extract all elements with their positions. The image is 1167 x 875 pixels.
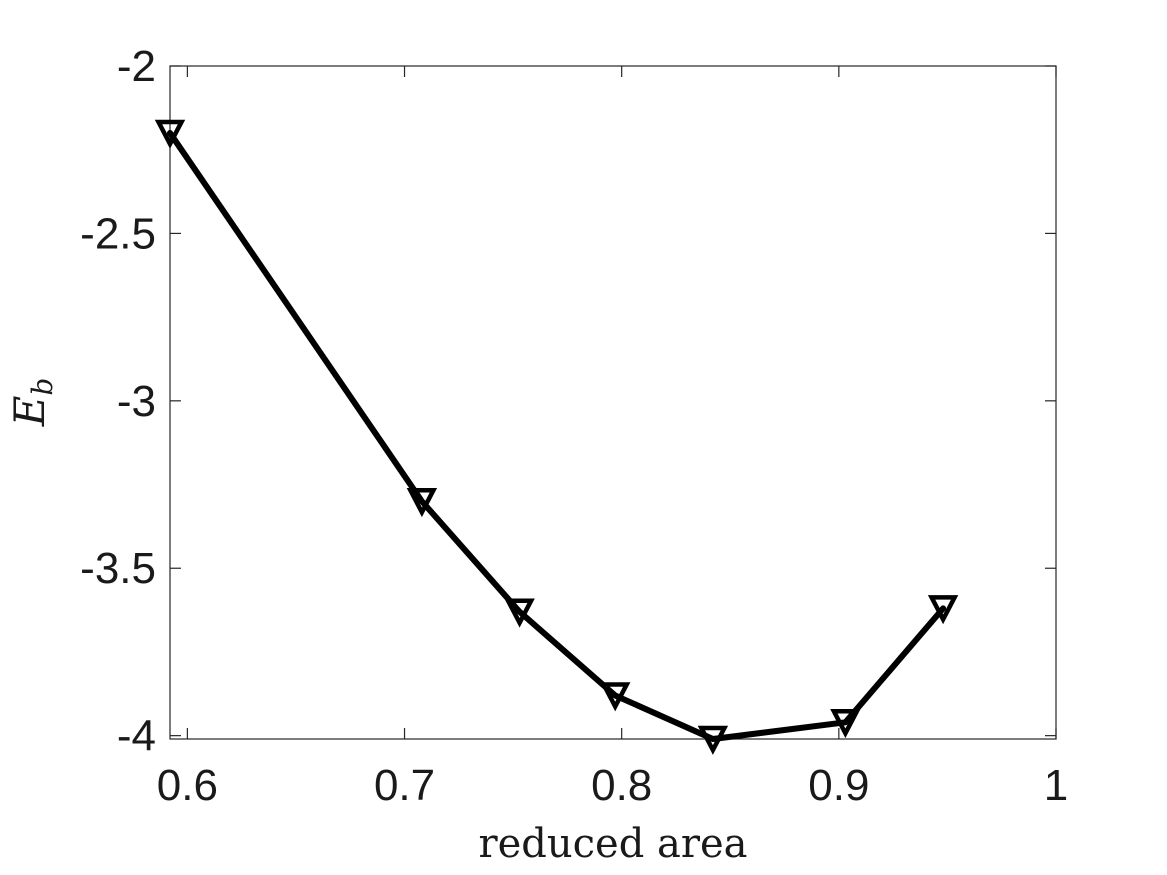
y-tick-label: -3 xyxy=(117,377,156,426)
data-point-marker xyxy=(406,488,438,518)
x-tick-label: 0.9 xyxy=(808,761,869,810)
x-tick-label: 0.8 xyxy=(591,761,652,810)
axis-tick-labels: 0.6 0.7 0.8 0.9 1 -2 -2.5 -3 -3.5 -4 xyxy=(80,42,1068,810)
data-point-marker xyxy=(599,682,631,712)
y-tick-label: -2.5 xyxy=(80,209,156,258)
data-point-marker xyxy=(154,119,186,149)
x-tick-label: 0.6 xyxy=(157,761,218,810)
y-axis-title: Eb xyxy=(5,378,59,428)
y-tick-label: -3.5 xyxy=(80,544,156,593)
data-point-marker xyxy=(830,709,861,739)
data-point-marker xyxy=(504,598,535,628)
data-point-marker xyxy=(697,725,729,755)
axis-ticks xyxy=(170,65,1057,739)
x-axis-title: reduced area xyxy=(478,821,747,867)
y-axis-title-main: E xyxy=(5,396,54,428)
data-point-marker xyxy=(927,595,959,625)
plot-area-frame xyxy=(169,65,1057,740)
data-series xyxy=(154,119,959,755)
y-tick-label: -4 xyxy=(117,712,156,761)
x-tick-label: 0.7 xyxy=(374,761,435,810)
y-axis-title-subscript: b xyxy=(26,378,59,396)
x-tick-label: 1 xyxy=(1044,761,1068,810)
series-line xyxy=(167,130,947,742)
y-tick-label: -2 xyxy=(117,42,156,91)
